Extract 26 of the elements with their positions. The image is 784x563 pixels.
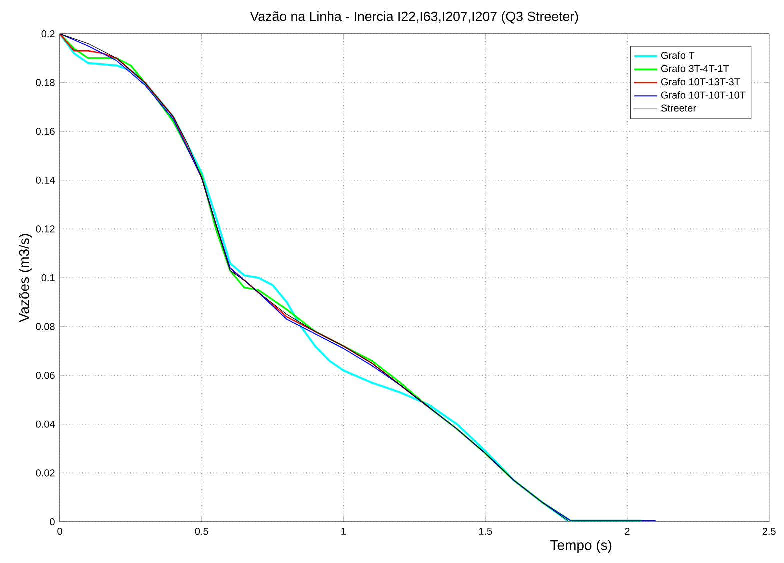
y-tick-label: 0.06 <box>36 372 55 380</box>
y-tick-label: 0.04 <box>36 420 56 428</box>
y-tick-label: 0.16 <box>36 128 55 136</box>
y-tick-label: 0.2 <box>42 30 55 38</box>
x-tick-label: 1.5 <box>479 528 492 536</box>
line-series <box>60 34 430 408</box>
x-tick-label: 0.5 <box>195 528 208 536</box>
x-tick-label: 1 <box>342 528 346 535</box>
y-tick-label: 0.08 <box>36 323 55 330</box>
y-tick-label: 0 <box>50 518 55 526</box>
x-tick-label: 0 <box>58 528 62 536</box>
y-tick-label: 0.02 <box>36 470 55 477</box>
legend-label: Grafo 10T-10T-10T <box>661 92 746 99</box>
y-tick-label: 0.1 <box>42 274 55 282</box>
legend-label: Grafo 3T-4T-1T <box>661 65 730 72</box>
legend-label: Grafo 10T-13T-3T <box>661 78 740 86</box>
y-tick-label: 0.12 <box>36 226 55 233</box>
x-axis-title: Tempo (s) <box>550 540 612 554</box>
y-axis-title: Vazões (m3/s) <box>18 234 32 323</box>
y-tick-label: 0.18 <box>36 79 55 86</box>
legend-label: Streeter <box>661 104 696 112</box>
y-tick-label: 0.14 <box>36 176 56 184</box>
chart-title: Vazão na Linha - Inercia I22,I63,I207,I207 (Q3 Streeter) <box>250 12 578 24</box>
x-tick-label: 2 <box>625 528 630 536</box>
x-tick-label: 2.5 <box>762 528 776 536</box>
legend-label: Grafo T <box>661 52 695 60</box>
